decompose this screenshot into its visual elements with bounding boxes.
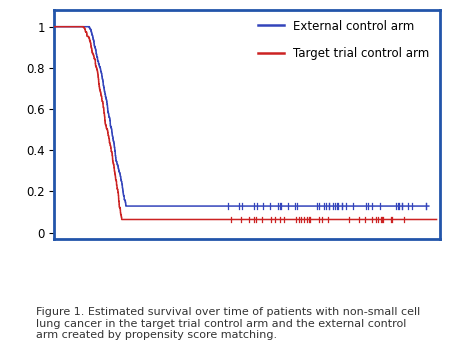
Legend: External control arm, Target trial control arm: External control arm, Target trial contr… <box>253 15 434 64</box>
Text: Figure 1. Estimated survival over time of patients with non-small cell
lung canc: Figure 1. Estimated survival over time o… <box>36 307 420 340</box>
